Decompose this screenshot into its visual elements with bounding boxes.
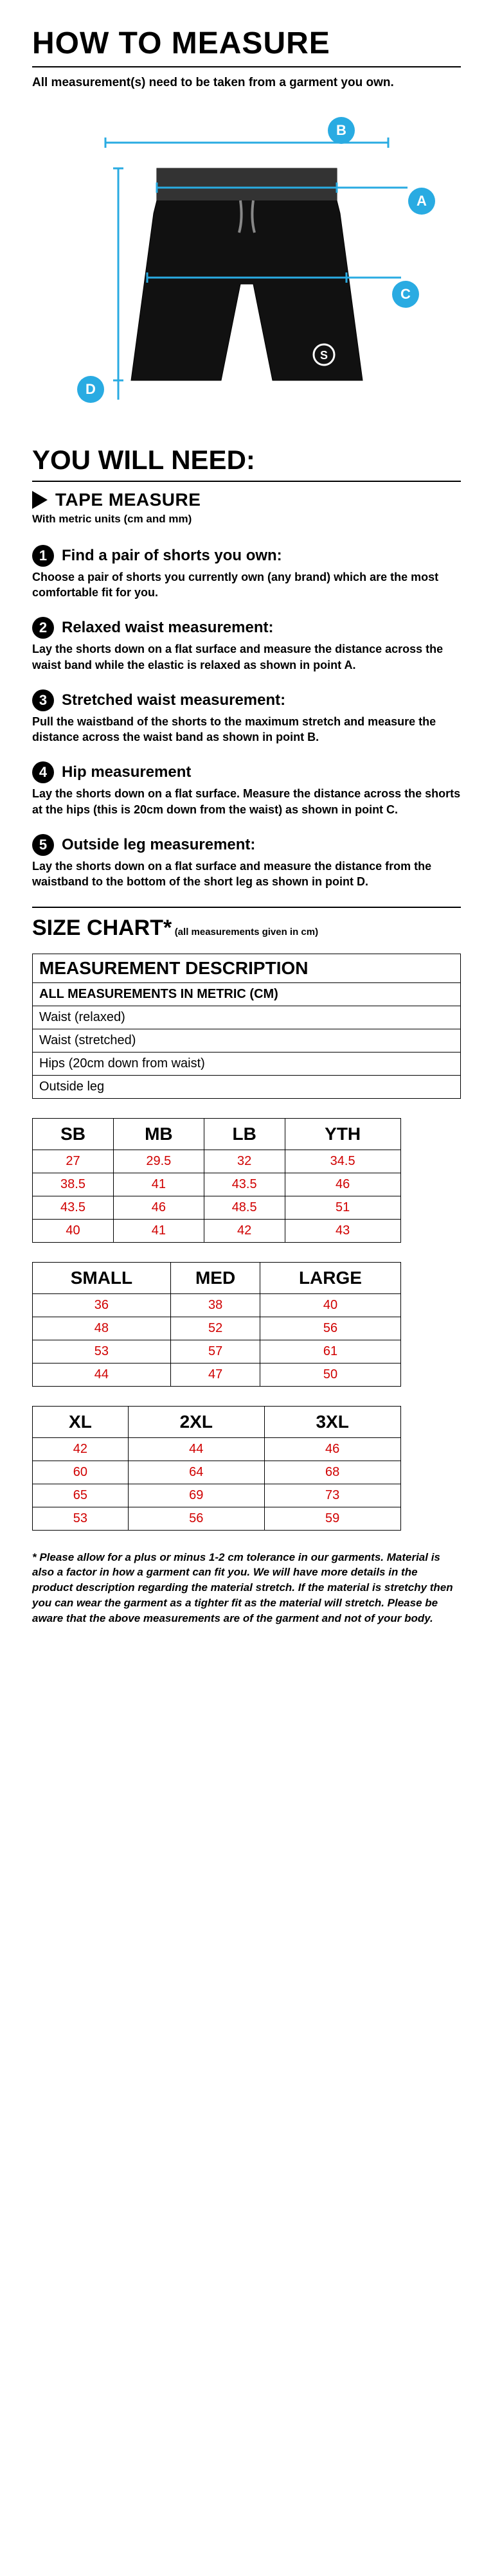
size-header: MB (114, 1118, 204, 1150)
divider (32, 66, 461, 67)
size-value: 40 (33, 1219, 114, 1242)
step-body: Lay the shorts down on a flat surface an… (32, 641, 461, 673)
size-value: 38 (170, 1293, 260, 1317)
size-value: 51 (285, 1196, 400, 1219)
step: 1 Find a pair of shorts you own: Choose a … (32, 545, 461, 601)
size-value: 56 (128, 1507, 264, 1530)
step-number: 3 (32, 689, 54, 711)
size-value: 68 (264, 1461, 400, 1484)
size-value: 42 (33, 1437, 129, 1461)
size-value: 53 (33, 1507, 129, 1530)
marker-c: C (392, 281, 419, 308)
size-header: LB (204, 1118, 285, 1150)
size-values-table: XL2XL3XL 424446 606468 656973 535659 (32, 1406, 401, 1531)
size-value: 46 (114, 1196, 204, 1219)
size-value: 43 (285, 1219, 400, 1242)
need-heading: YOU WILL NEED: (32, 445, 461, 475)
chart-note: (all measurements given in cm) (175, 927, 318, 937)
size-value: 41 (114, 1173, 204, 1196)
tape-title: TAPE MEASURE (55, 490, 201, 510)
marker-b: B (328, 117, 355, 144)
svg-text:S: S (319, 349, 327, 362)
desc-row: Waist (stretched) (33, 1029, 461, 1052)
step: 5 Outside leg measurement: Lay the shorts … (32, 834, 461, 890)
size-value: 44 (33, 1363, 171, 1386)
size-values-table: SMALLMEDLARGE 363840 485256 535761 444750 (32, 1262, 401, 1387)
size-value: 32 (204, 1150, 285, 1173)
desc-row: Waist (relaxed) (33, 1006, 461, 1029)
step-number: 5 (32, 834, 54, 856)
size-value: 34.5 (285, 1150, 400, 1173)
size-value: 60 (33, 1461, 129, 1484)
step-title: Stretched waist measurement: (62, 691, 285, 709)
tape-subtitle: With metric units (cm and mm) (32, 513, 461, 526)
step-number: 1 (32, 545, 54, 567)
size-header: SB (33, 1118, 114, 1150)
size-value: 64 (128, 1461, 264, 1484)
size-header: MED (170, 1262, 260, 1293)
step-body: Pull the waistband of the shorts to the … (32, 714, 461, 745)
size-value: 73 (264, 1484, 400, 1507)
marker-d: D (77, 376, 104, 403)
size-value: 57 (170, 1340, 260, 1363)
size-value: 48 (33, 1317, 171, 1340)
size-value: 50 (260, 1363, 400, 1386)
footnote: * Please allow for a plus or minus 1-2 c… (32, 1550, 461, 1626)
step-body: Choose a pair of shorts you currently ow… (32, 569, 461, 601)
size-value: 41 (114, 1219, 204, 1242)
desc-subhead: ALL MEASUREMENTS IN METRIC (CM) (33, 982, 461, 1006)
size-value: 69 (128, 1484, 264, 1507)
step-title: Find a pair of shorts you own: (62, 547, 282, 565)
desc-row: Hips (20cm down from waist) (33, 1052, 461, 1075)
size-header: 2XL (128, 1406, 264, 1437)
size-value: 48.5 (204, 1196, 285, 1219)
size-value: 61 (260, 1340, 400, 1363)
desc-row: Outside leg (33, 1075, 461, 1098)
step: 4 Hip measurement Lay the shorts down on a… (32, 761, 461, 817)
size-values-table: SBMBLBYTH2729.53234.538.54143.54643.5464… (32, 1118, 401, 1243)
size-value: 53 (33, 1340, 171, 1363)
size-value: 46 (264, 1437, 400, 1461)
step-title: Relaxed waist measurement: (62, 619, 273, 637)
size-value: 27 (33, 1150, 114, 1173)
page-subtitle: All measurement(s) need to be taken from… (32, 75, 461, 91)
size-header: YTH (285, 1118, 400, 1150)
step-body: Lay the shorts down on a flat surface. M… (32, 786, 461, 817)
size-value: 40 (260, 1293, 400, 1317)
divider (32, 481, 461, 482)
size-value: 42 (204, 1219, 285, 1242)
step: 2 Relaxed waist measurement: Lay the short… (32, 617, 461, 673)
divider (32, 907, 461, 908)
marker-a: A (408, 188, 435, 215)
step-number: 2 (32, 617, 54, 639)
size-value: 47 (170, 1363, 260, 1386)
measurement-desc-table: MEASUREMENT DESCRIPTION ALL MEASUREMENTS… (32, 954, 461, 1099)
size-header: LARGE (260, 1262, 400, 1293)
page-title: HOW TO MEASURE (32, 26, 461, 61)
size-value: 56 (260, 1317, 400, 1340)
size-value: 46 (285, 1173, 400, 1196)
step-number: 4 (32, 761, 54, 783)
step-title: Outside leg measurement: (62, 836, 255, 854)
step-body: Lay the shorts down on a flat surface an… (32, 858, 461, 890)
step-title: Hip measurement (62, 763, 191, 781)
size-value: 65 (33, 1484, 129, 1507)
shorts-diagram: S A B C D (32, 111, 461, 419)
play-icon (32, 491, 48, 509)
size-value: 44 (128, 1437, 264, 1461)
shorts-icon: S (80, 111, 414, 413)
desc-header: MEASUREMENT DESCRIPTION (33, 954, 461, 982)
size-value: 52 (170, 1317, 260, 1340)
size-header: SMALL (33, 1262, 171, 1293)
size-value: 36 (33, 1293, 171, 1317)
step: 3 Stretched waist measurement: Pull the wa… (32, 689, 461, 745)
size-header: 3XL (264, 1406, 400, 1437)
size-value: 29.5 (114, 1150, 204, 1173)
size-value: 59 (264, 1507, 400, 1530)
size-header: XL (33, 1406, 129, 1437)
size-value: 38.5 (33, 1173, 114, 1196)
size-value: 43.5 (33, 1196, 114, 1219)
size-value: 43.5 (204, 1173, 285, 1196)
chart-title: SIZE CHART* (32, 916, 172, 940)
